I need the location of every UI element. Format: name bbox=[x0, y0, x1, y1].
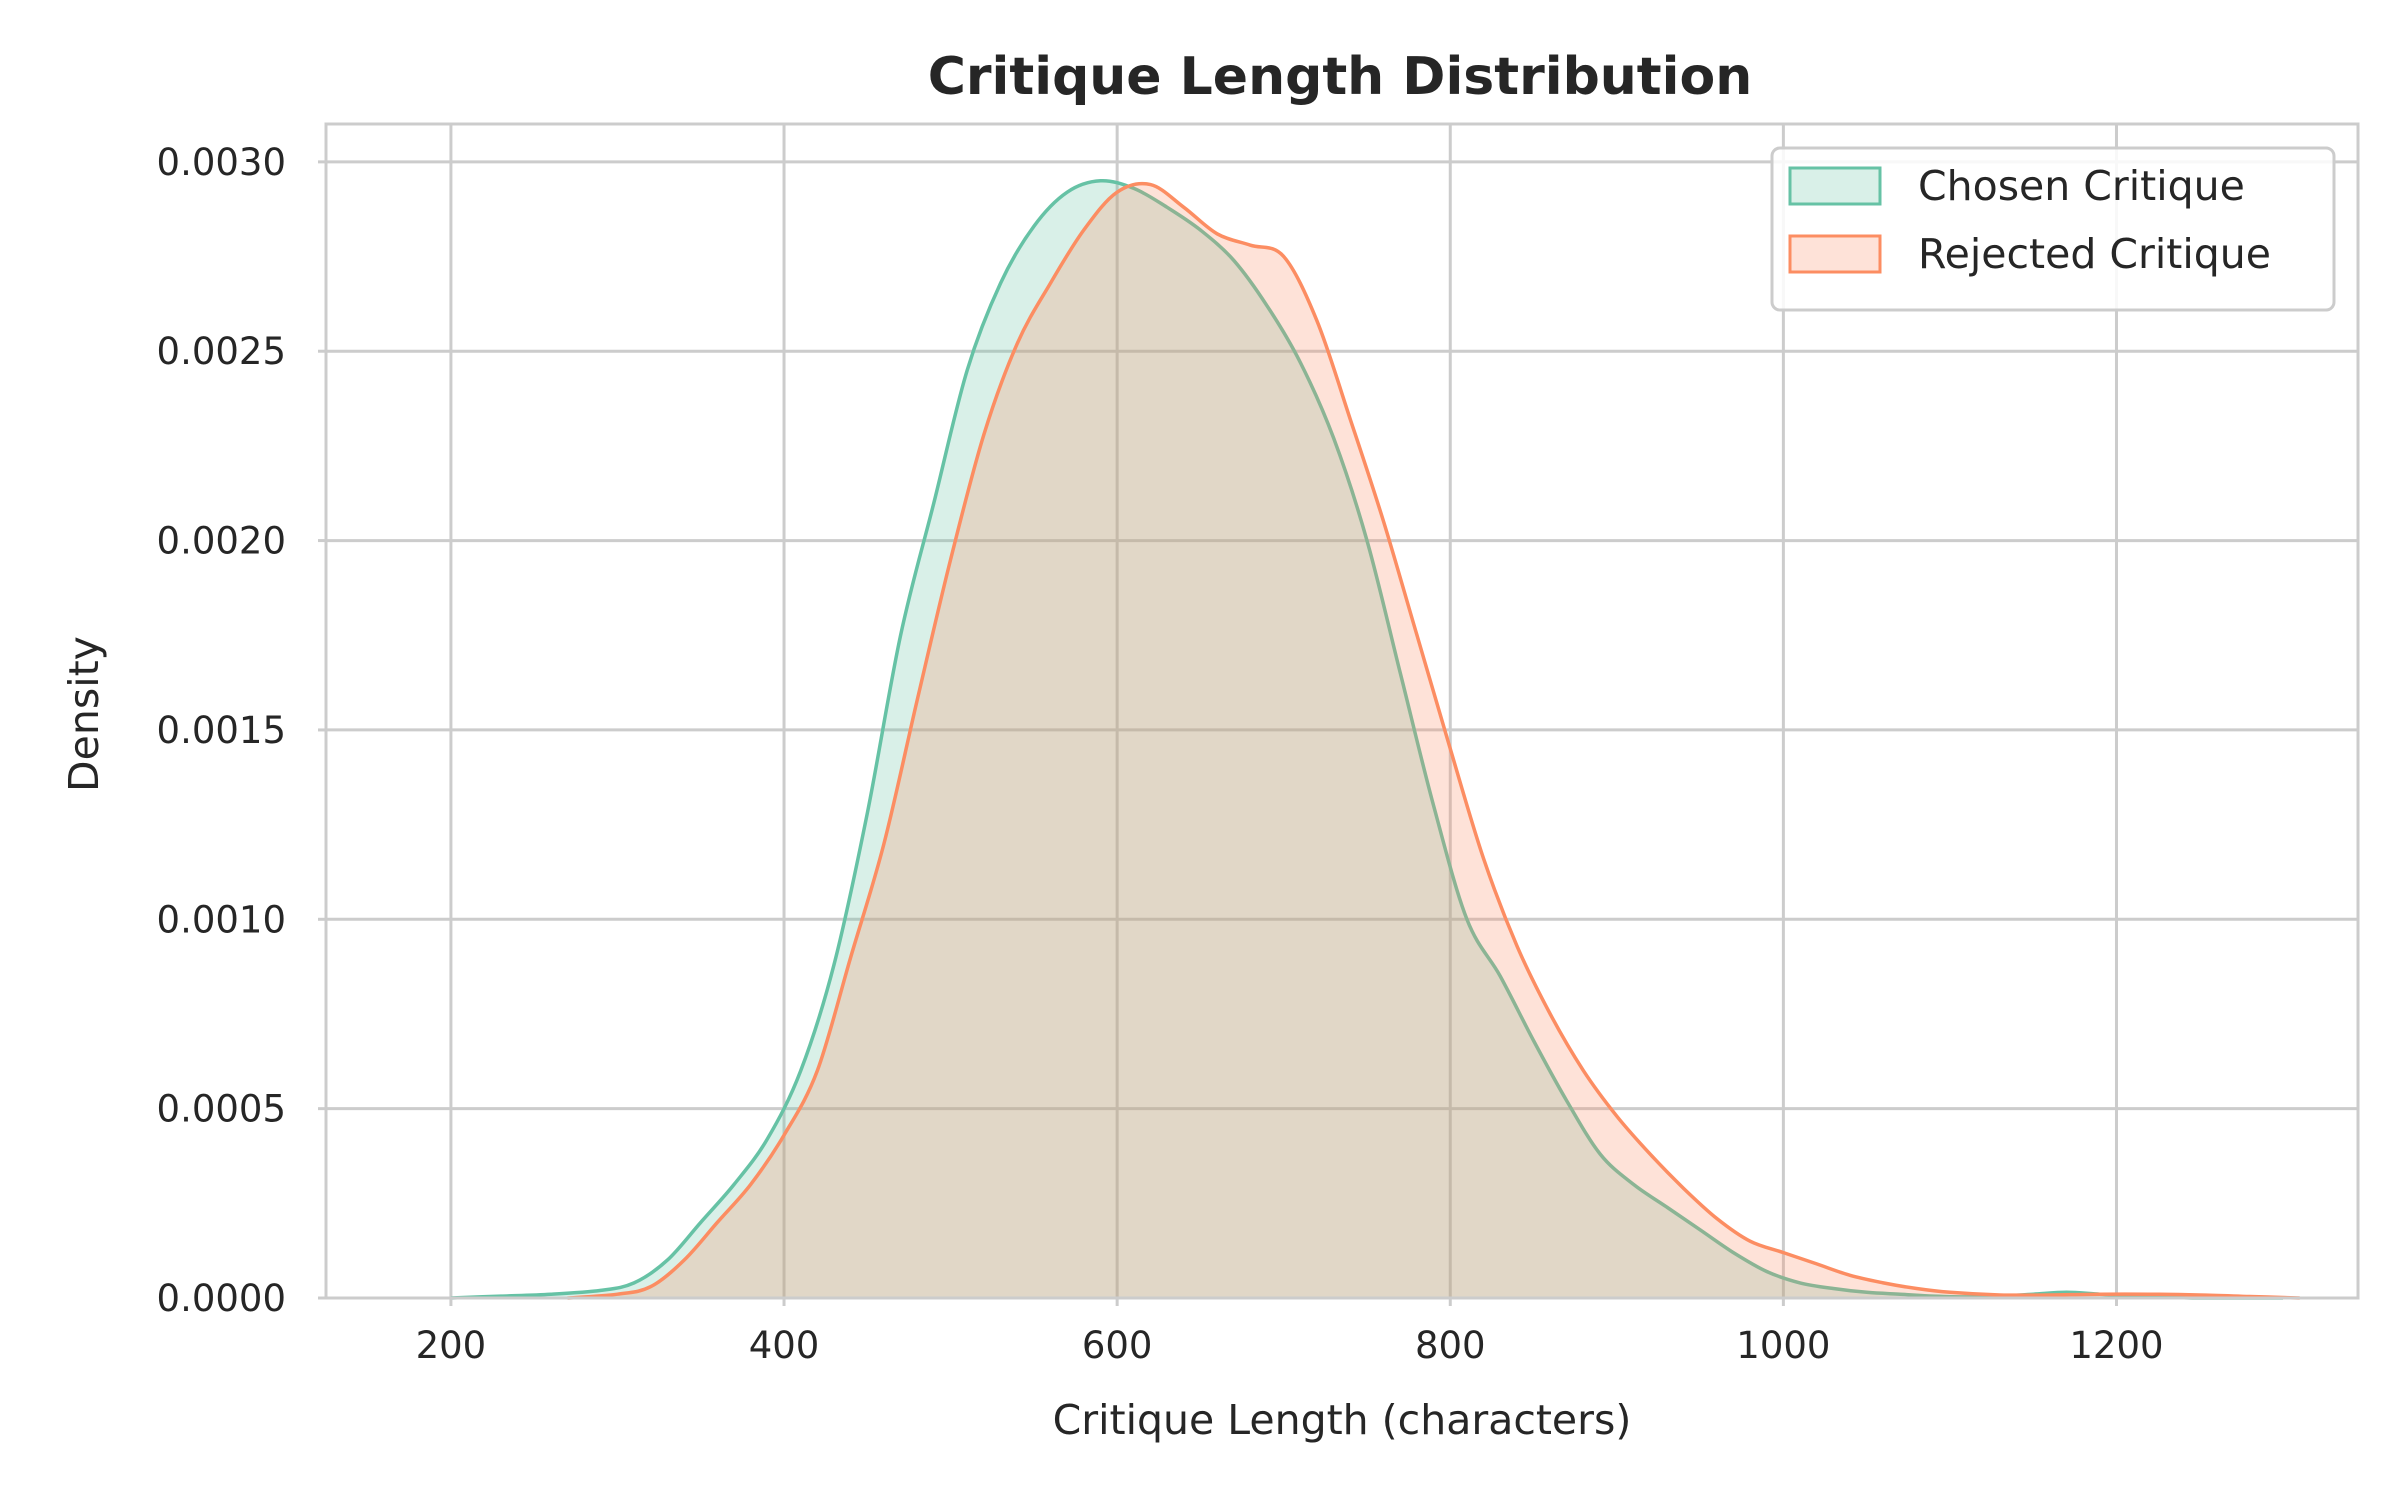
x-tick-label-4: 1000 bbox=[1736, 1324, 1830, 1367]
x-tick-label-3: 800 bbox=[1415, 1324, 1486, 1367]
legend-label-1: Rejected Critique bbox=[1918, 230, 2271, 278]
legend-label-0: Chosen Critique bbox=[1918, 162, 2245, 210]
x-tick-label-0: 200 bbox=[416, 1324, 487, 1367]
y-tick-label-1: 0.0005 bbox=[157, 1088, 286, 1131]
y-axis-label: Density bbox=[60, 636, 108, 792]
series-area-1 bbox=[567, 183, 2300, 1298]
legend-swatch-1 bbox=[1788, 234, 1882, 274]
plot-frame bbox=[324, 122, 2360, 1300]
legend: Chosen Critique Rejected Critique bbox=[1770, 146, 2336, 312]
chart-title: Critique Length Distribution bbox=[928, 47, 1752, 107]
y-tick-label-4: 0.0020 bbox=[157, 520, 286, 563]
y-tick-label-3: 0.0015 bbox=[157, 709, 286, 752]
x-tick-label-2: 600 bbox=[1082, 1324, 1153, 1367]
series-area-0 bbox=[450, 180, 2283, 1299]
y-tick-label-0: 0.0000 bbox=[157, 1277, 286, 1320]
series-line-1 bbox=[567, 181, 2300, 1300]
x-axis-label: Critique Length (characters) bbox=[1053, 1396, 1632, 1444]
y-tick-label-6: 0.0030 bbox=[157, 141, 286, 184]
y-tick-label-5: 0.0025 bbox=[157, 330, 286, 373]
y-tick-label-2: 0.0010 bbox=[157, 898, 286, 941]
x-axis-ticks: 200 400 600 800 1000 1200 bbox=[416, 1298, 2164, 1367]
y-axis-ticks: 0.0000 0.0005 0.0010 0.0015 0.0020 0.0025 0.00… bbox=[157, 141, 326, 1320]
x-tick-label-5: 1200 bbox=[2069, 1324, 2163, 1367]
legend-swatch-0 bbox=[1788, 166, 1882, 206]
legend-box bbox=[1770, 146, 2336, 312]
x-tick-label-1: 400 bbox=[749, 1324, 820, 1367]
